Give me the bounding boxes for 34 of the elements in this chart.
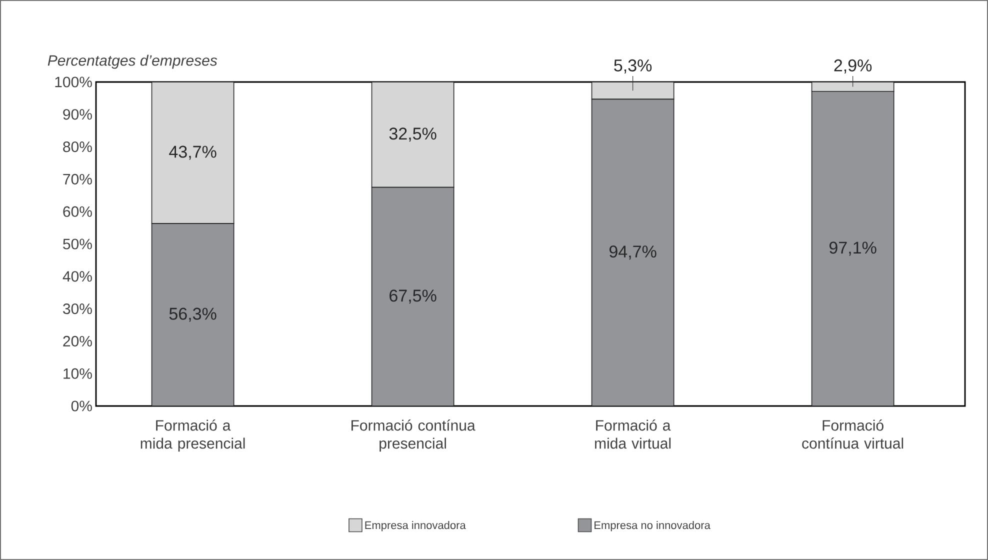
y-tick-label: 70% (63, 174, 92, 184)
data-label: 2,9% (834, 59, 872, 74)
y-axis-title: Percentatges d’empreses (48, 54, 218, 69)
y-tick-label: 0% (71, 400, 92, 412)
y-tick-label: 40% (62, 271, 92, 282)
bar (591, 98, 674, 406)
bar (371, 186, 454, 406)
bar (591, 82, 674, 100)
legend-label: Empresa no innovadora (594, 521, 710, 532)
data-label: 56,3% (169, 308, 216, 322)
data-label: 5,3% (614, 59, 652, 74)
legend-label: Empresa innovadora (365, 521, 466, 532)
y-tick-label: 80% (63, 141, 92, 152)
y-tick-label: 60% (63, 206, 92, 217)
y-tick-label: 90% (63, 109, 92, 120)
bar (811, 90, 894, 406)
bar (151, 82, 234, 224)
data-label: 67,5% (390, 290, 436, 304)
data-label: 43,7% (169, 146, 216, 160)
data-label: 32,5% (389, 128, 436, 142)
x-tick-label: Formació a mida presencial (140, 420, 245, 452)
x-tick-label: Formació contínua presencial (352, 420, 476, 452)
y-tick-label: 50% (63, 238, 92, 250)
data-label: 94,7% (610, 246, 656, 260)
y-tick-label: 10% (64, 368, 92, 379)
bar (371, 82, 454, 188)
bar (151, 223, 234, 406)
y-tick-label: 30% (63, 303, 92, 314)
bar (811, 82, 894, 92)
data-label: 97,1% (830, 242, 876, 256)
y-tick-label: 20% (63, 336, 92, 347)
x-tick-label: Formació a mida virtual (595, 420, 671, 449)
y-tick-label: 100% (55, 76, 92, 88)
x-tick-label: Formació contínua virtual (802, 420, 904, 449)
